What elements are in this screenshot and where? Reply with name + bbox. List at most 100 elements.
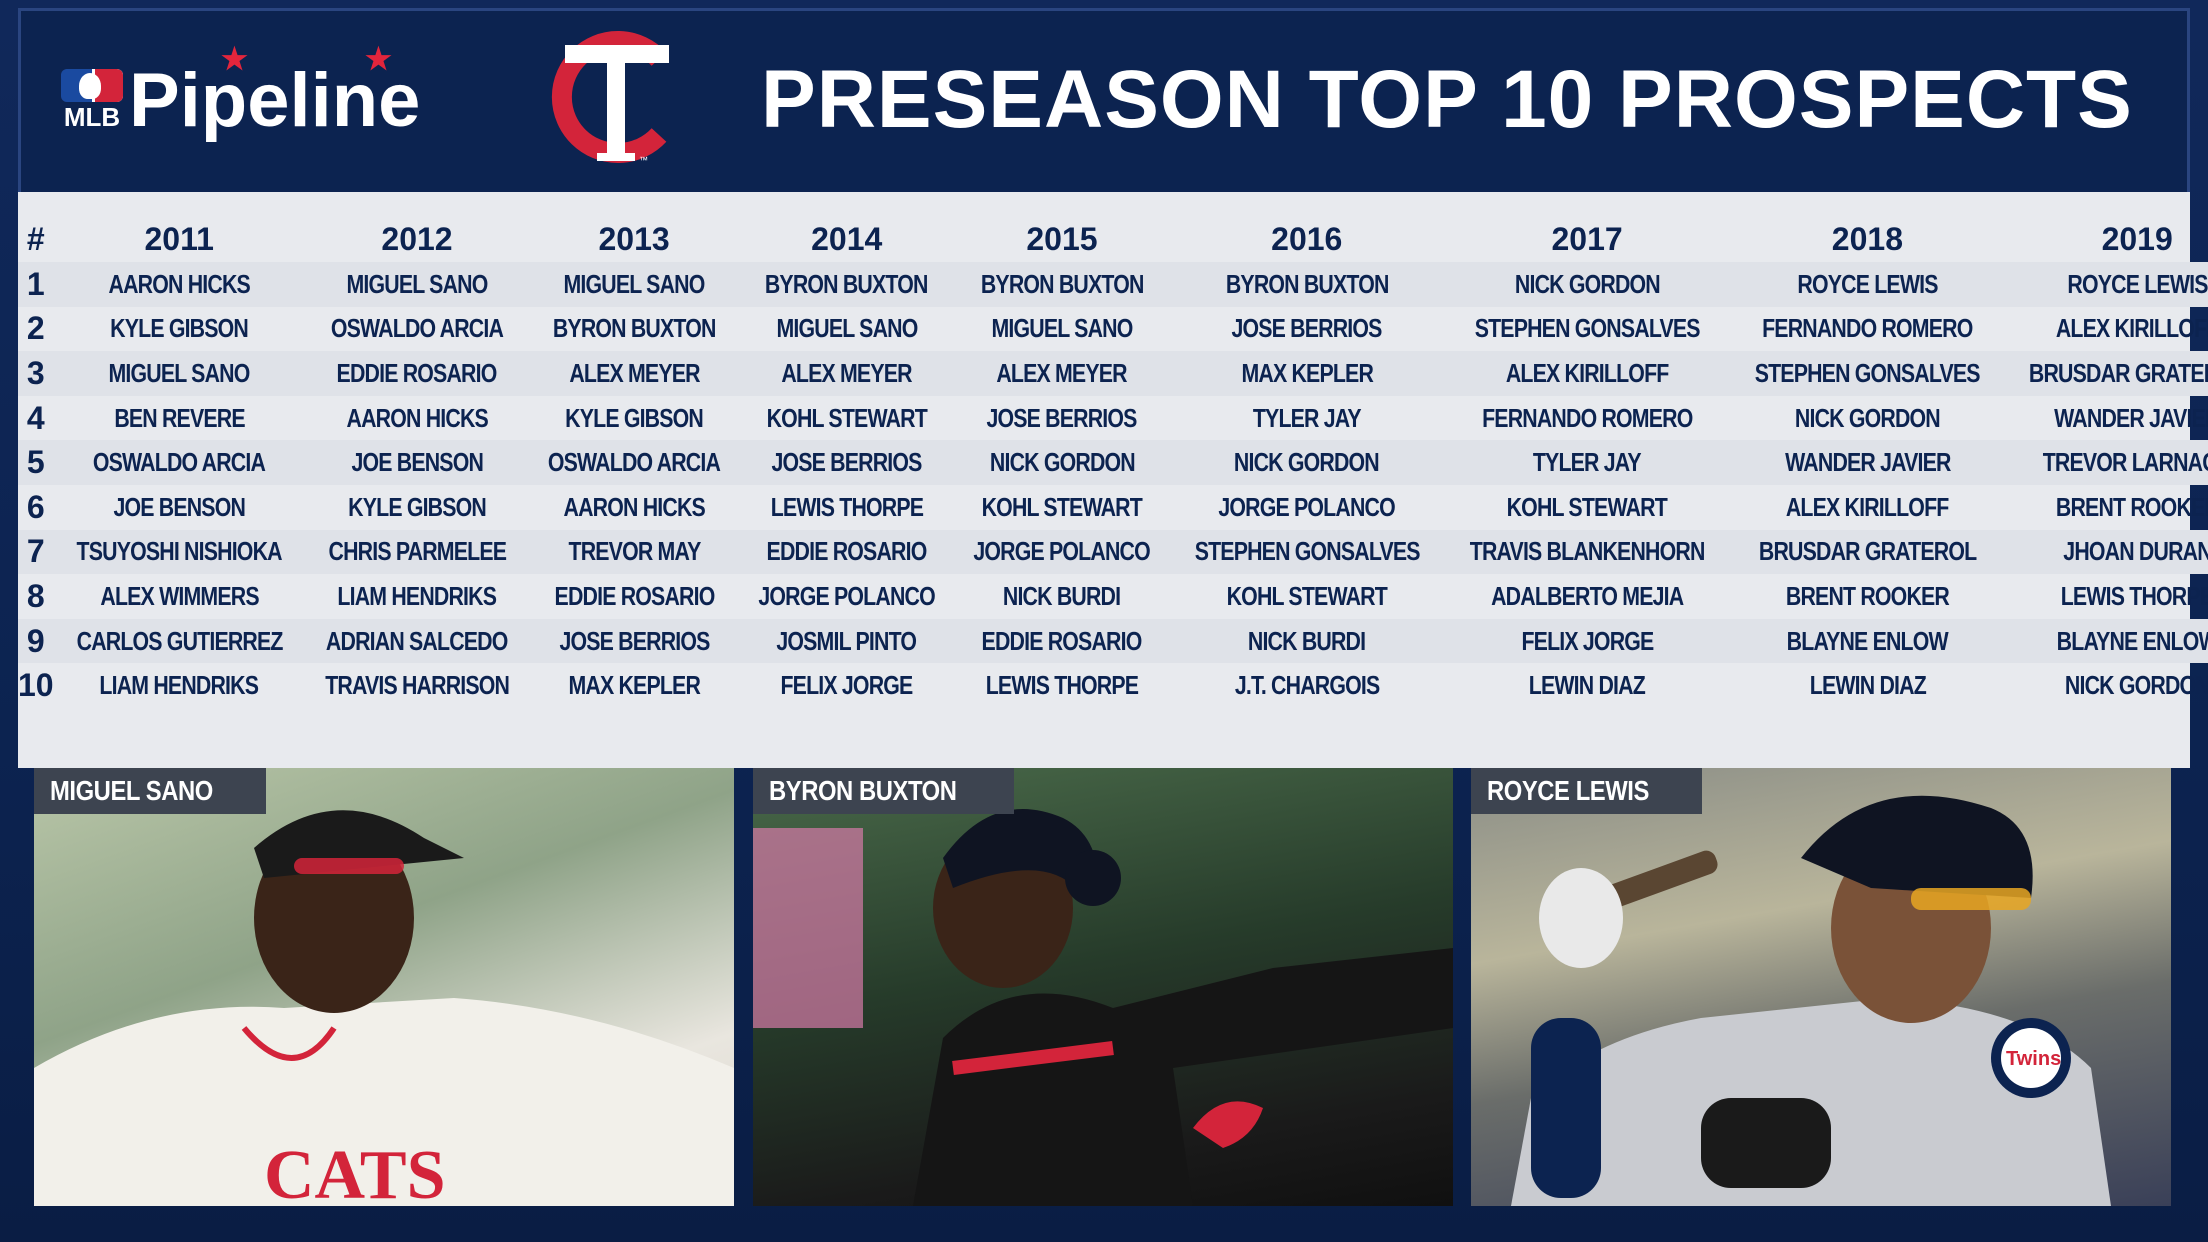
player-cell: FELIX JORGE — [739, 663, 954, 708]
player-cell: JOSE BERRIOS — [954, 396, 1169, 441]
pipeline-wordmark: ★ ★ Pipeline — [129, 45, 420, 139]
player-cell: LIAM HENDRIKS — [305, 574, 529, 619]
year-column-header: 2018 — [1831, 220, 1903, 257]
player-name: TREVOR MAY — [568, 536, 701, 567]
rank-cell: 6 — [26, 488, 45, 525]
player-name: MIGUEL SANO — [563, 268, 706, 299]
player-name: BRENT ROOKER — [1785, 580, 1950, 611]
player-cell: OSWALDO ARCIA — [305, 307, 529, 352]
player-name: JOSE BERRIOS — [1231, 313, 1383, 344]
player-cell: ROYCE LEWIS — [2004, 262, 2208, 307]
player-cell: ADALBERTO MEJIA — [1444, 574, 1730, 619]
player-name: KOHL STEWART — [1226, 580, 1388, 611]
player-name: NICK GORDON — [989, 447, 1135, 478]
player-name: KOHL STEWART — [766, 402, 928, 433]
player-cell: JOSE BERRIOS — [1170, 307, 1444, 352]
player-cell: ALEX KIRILLOFF — [1443, 351, 1731, 396]
player-cell: JHOAN DURAN — [2004, 529, 2208, 575]
player-cell: JOSE BERRIOS — [529, 618, 740, 664]
year-column-header: 2017 — [1551, 220, 1623, 257]
player-cell: KYLE GIBSON — [305, 485, 529, 530]
rank-cell: 5 — [18, 440, 54, 485]
player-photo-byron-buxton: BYRON BUXTON — [753, 768, 1453, 1206]
player-cell: JOSE BERRIOS — [739, 440, 955, 485]
player-name: TSUYOSHI NISHIOKA — [76, 536, 283, 567]
player-name: ROYCE LEWIS — [2067, 268, 2208, 299]
player-cell: KOHL STEWART — [739, 396, 954, 441]
player-illustration — [753, 809, 1453, 1206]
player-name: BYRON BUXTON — [980, 268, 1145, 299]
player-cell: ALEX MEYER — [954, 351, 1170, 396]
player-name: CHRIS PARMELEE — [328, 536, 506, 567]
player-cell: LEWIN DIAZ — [1730, 663, 2004, 708]
player-name: OSWALDO ARCIA — [93, 447, 266, 478]
player-name: AARON HICKS — [108, 268, 251, 299]
player-name: ALEX KIRILLOFF — [1505, 357, 1669, 388]
player-name: JOE BENSON — [113, 491, 246, 522]
player-illustration: Twins — [1511, 795, 2111, 1206]
player-cell: LEWIS THORPE — [2005, 574, 2208, 619]
player-name: BLAYNE ENLOW — [2056, 625, 2208, 656]
twins-tc-logo-icon: ™ — [551, 31, 669, 165]
rank-cell: 9 — [18, 618, 54, 664]
player-name: ALEX MEYER — [996, 357, 1128, 388]
photo-caption: ROYCE LEWIS — [1471, 768, 1702, 814]
player-cell: FERNANDO ROMERO — [1730, 307, 2004, 352]
table-row: 1 AARON HICKS MIGUEL SANO MIGUEL SANO BYRON … — [18, 262, 2208, 307]
player-cell: KOHL STEWART — [954, 485, 1169, 530]
player-cell: JOE BENSON — [304, 440, 530, 485]
rank-column-header: # — [26, 220, 45, 257]
player-name: KYLE GIBSON — [348, 491, 487, 522]
player-cell: BRUSDAR GRATEROL — [1730, 529, 2005, 575]
svg-text:CATS: CATS — [264, 1137, 446, 1206]
player-name: BYRON BUXTON — [1225, 268, 1389, 299]
player-cell: AARON HICKS — [53, 262, 305, 307]
player-cell: LEWIN DIAZ — [1444, 663, 1730, 708]
table-row: 2 KYLE GIBSON OSWALDO ARCIA BYRON BUXTON MIG… — [18, 307, 2208, 352]
table-row: 7 TSUYOSHI NISHIOKA CHRIS PARMELEE TREVOR M… — [18, 529, 2208, 575]
player-cell: BYRON BUXTON — [1169, 262, 1444, 307]
player-name: LIAM HENDRIKS — [337, 580, 498, 611]
mlb-logo-icon: MLB — [61, 69, 123, 133]
player-cell: OSWALDO ARCIA — [529, 440, 740, 485]
player-name: AARON HICKS — [563, 491, 705, 522]
player-name: TREVOR LARNACH — [2042, 447, 2208, 478]
player-cell: TRAVIS HARRISON — [305, 663, 529, 708]
player-cell: CARLOS GUTIERREZ — [53, 618, 305, 664]
player-name: KOHL STEWART — [981, 491, 1143, 522]
player-cell: KYLE GIBSON — [529, 396, 739, 441]
player-name: EDDIE ROSARIO — [766, 536, 928, 567]
mlb-pipeline-logo: MLB ★ ★ Pipeline — [61, 45, 420, 139]
player-cell: MIGUEL SANO — [53, 351, 305, 396]
player-name: BRUSDAR GRATEROL — [2028, 357, 2208, 388]
prospects-table: # 2011 2012 2013 2014 2015 2016 2017 201… — [18, 216, 2208, 708]
player-cell: JOE BENSON — [54, 485, 305, 530]
player-name: TYLER JAY — [1252, 402, 1362, 433]
player-cell: J.T. CHARGOIS — [1170, 663, 1444, 708]
player-name: OSWALDO ARCIA — [548, 447, 721, 478]
rank-cell: 4 — [26, 399, 45, 436]
player-cell: NICK GORDON — [1169, 440, 1444, 485]
player-name: FERNANDO ROMERO — [1481, 402, 1693, 433]
player-cell: NICK GORDON — [1443, 262, 1731, 307]
player-cell: JORGE POLANCO — [954, 529, 1170, 575]
player-name: FELIX JORGE — [780, 670, 914, 701]
player-cell: TSUYOSHI NISHIOKA — [53, 529, 305, 575]
player-name: LEWIS THORPE — [770, 491, 923, 522]
player-cell: BYRON BUXTON — [529, 307, 739, 352]
player-cell: OSWALDO ARCIA — [53, 440, 305, 485]
player-name: KOHL STEWART — [1506, 491, 1668, 522]
player-name: NICK GORDON — [1234, 447, 1380, 478]
player-name: EDDIE ROSARIO — [337, 357, 498, 388]
rank-cell: 3 — [18, 351, 54, 396]
player-name: MAX KEPLER — [568, 670, 700, 701]
player-cell: EDDIE ROSARIO — [954, 618, 1170, 664]
table-row: 8 ALEX WIMMERS LIAM HENDRIKS EDDIE ROSARIO J… — [18, 574, 2208, 619]
player-name: MIGUEL SANO — [108, 357, 251, 388]
table-row: 10 LIAM HENDRIKS TRAVIS HARRISON MAX KEPLER… — [18, 663, 2208, 708]
player-cell: BYRON BUXTON — [954, 262, 1170, 307]
player-name: ALEX MEYER — [568, 357, 700, 388]
year-column-header: 2012 — [381, 220, 453, 257]
player-name: BYRON BUXTON — [552, 313, 717, 344]
